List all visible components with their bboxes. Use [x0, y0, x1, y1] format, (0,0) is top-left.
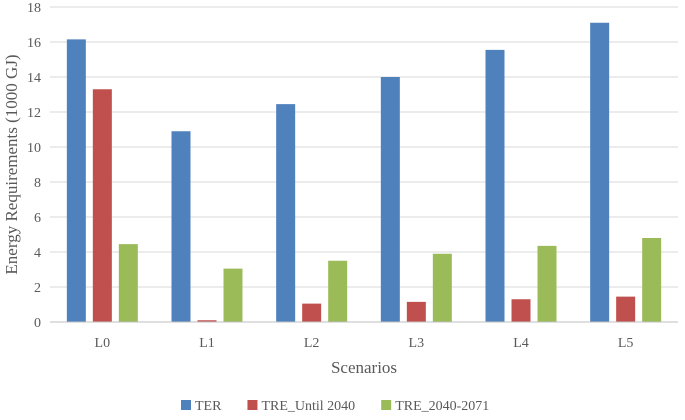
y-tick-label: 16: [27, 36, 41, 51]
x-tick-label: L2: [304, 336, 320, 351]
y-tick-labels: 0 2 4 6 8 10 12 14 16 18: [27, 1, 41, 331]
y-tick-label: 10: [27, 141, 41, 156]
legend-swatch: [181, 400, 191, 410]
bar-tre-2040-2071-l0: [118, 244, 138, 322]
y-tick-label: 4: [34, 246, 41, 261]
bar-tre-until-2040-l0: [92, 89, 112, 322]
x-tick-label: L0: [95, 336, 111, 351]
bar-ter-l3: [380, 77, 400, 322]
y-tick-label: 0: [34, 316, 41, 331]
x-tick-labels: L0 L1 L2 L3 L4 L5: [95, 336, 634, 351]
gridlines: [50, 6, 678, 288]
y-tick-label: 2: [34, 281, 41, 296]
bar-tre-until-2040-l2: [302, 303, 322, 322]
bar-tre-2040-2071-l4: [537, 245, 557, 322]
legend-swatch: [381, 400, 392, 410]
bar-ter-l1: [171, 131, 191, 322]
legend: TER TRE_Until 2040 TRE_2040-2071: [181, 399, 489, 414]
x-tick-label: L3: [409, 336, 425, 351]
bar-ter-l2: [276, 104, 296, 322]
legend-label: TRE_Until 2040: [261, 399, 355, 414]
bar-tre-2040-2071-l1: [223, 268, 243, 322]
bar-tre-until-2040-l4: [511, 299, 531, 322]
bar-tre-2040-2071-l2: [328, 260, 348, 322]
bar-tre-2040-2071-l3: [432, 253, 452, 322]
bar-ter-l4: [485, 49, 505, 322]
bar-ter-l5: [590, 22, 610, 322]
y-tick-label: 12: [27, 106, 41, 121]
bar-tre-until-2040-l1: [197, 320, 217, 322]
y-axis-title: Energy Requirements (1000 GJ): [2, 54, 21, 274]
bar-tre-until-2040-l3: [406, 301, 426, 322]
legend-swatch: [247, 400, 258, 410]
bars: [66, 22, 662, 322]
x-axis-title: Scenarios: [331, 358, 397, 377]
y-tick-label: 14: [27, 71, 41, 86]
y-tick-label: 8: [34, 176, 41, 191]
y-tick-label: 18: [27, 1, 41, 16]
legend-label: TER: [195, 399, 222, 414]
legend-label: TRE_2040-2071: [395, 399, 489, 414]
x-tick-label: L5: [618, 336, 634, 351]
bar-tre-until-2040-l5: [616, 296, 636, 322]
x-tick-label: L1: [199, 336, 215, 351]
bar-tre-2040-2071-l5: [642, 238, 662, 322]
x-tick-label: L4: [513, 336, 529, 351]
bar-ter-l0: [66, 39, 86, 322]
y-tick-label: 6: [34, 211, 41, 226]
